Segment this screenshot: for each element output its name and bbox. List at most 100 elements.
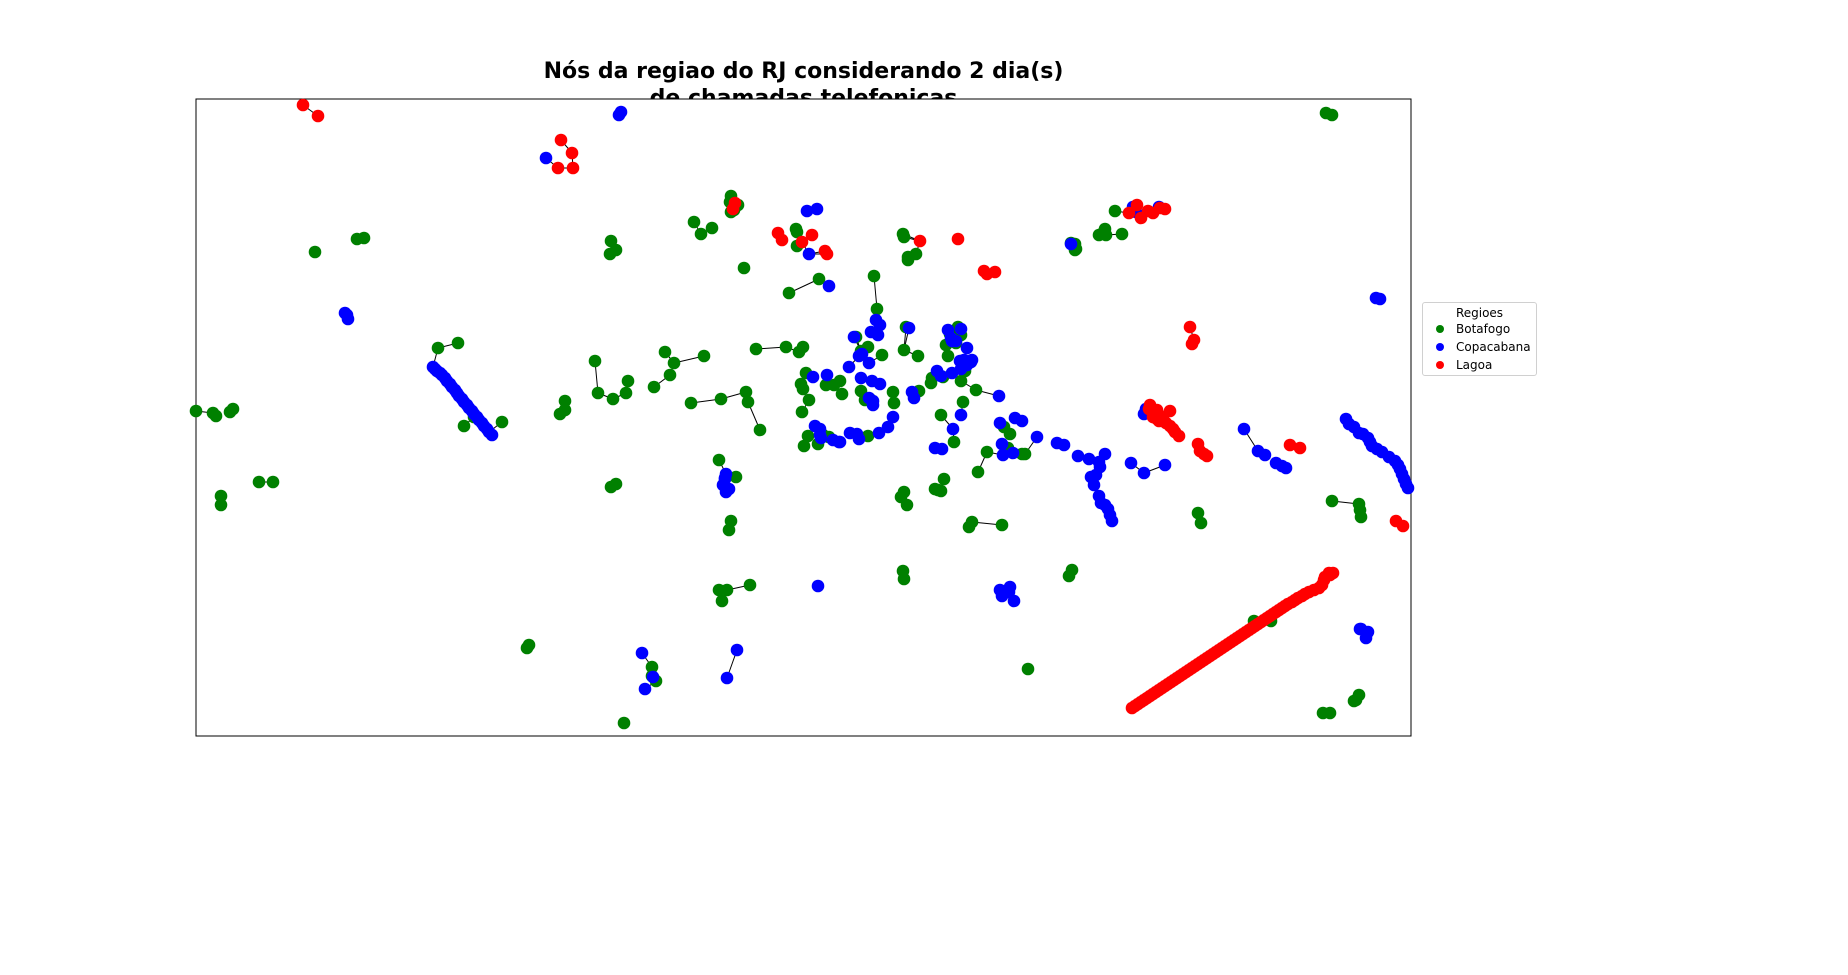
node-botafogo xyxy=(1347,694,1361,708)
node-botafogo xyxy=(1018,447,1032,461)
node-copacabana xyxy=(1030,430,1044,444)
node-copacabana xyxy=(852,432,866,446)
node-botafogo xyxy=(897,485,911,499)
node-botafogo xyxy=(729,470,743,484)
node-copacabana xyxy=(341,312,355,326)
node-lagoa xyxy=(1142,402,1156,416)
node-lagoa xyxy=(1283,438,1297,452)
node-botafogo xyxy=(619,386,633,400)
node-lagoa xyxy=(1130,198,1144,212)
node-botafogo xyxy=(971,465,985,479)
node-botafogo xyxy=(956,395,970,409)
node-botafogo xyxy=(779,340,793,354)
node-copacabana xyxy=(881,420,895,434)
node-copacabana xyxy=(1105,514,1119,528)
node-botafogo xyxy=(743,578,757,592)
node-botafogo xyxy=(801,429,815,443)
node-copacabana xyxy=(814,431,828,445)
node-copacabana xyxy=(646,670,660,684)
node-copacabana xyxy=(992,389,1006,403)
node-botafogo xyxy=(645,660,659,674)
node-botafogo xyxy=(753,423,767,437)
node-copacabana xyxy=(854,371,868,385)
node-lagoa xyxy=(296,98,310,112)
node-botafogo xyxy=(867,269,881,283)
node-botafogo xyxy=(886,385,900,399)
node-botafogo xyxy=(357,231,371,245)
legend-item-botafogo: Botafogo xyxy=(1423,320,1536,338)
node-botafogo xyxy=(621,374,635,388)
node-botafogo xyxy=(802,393,816,407)
node-copacabana xyxy=(954,322,968,336)
node-botafogo xyxy=(792,345,806,359)
node-botafogo xyxy=(947,435,961,449)
node-lagoa xyxy=(726,202,740,216)
node-copacabana xyxy=(1087,478,1101,492)
node-botafogo xyxy=(226,402,240,416)
node-lagoa xyxy=(1125,701,1139,715)
node-copacabana xyxy=(1015,414,1029,428)
node-botafogo xyxy=(909,247,923,261)
legend-marker-botafogo xyxy=(1436,325,1444,333)
node-copacabana xyxy=(1006,446,1020,460)
node-botafogo xyxy=(954,374,968,388)
node-copacabana xyxy=(822,279,836,293)
node-copacabana xyxy=(719,485,733,499)
node-botafogo xyxy=(995,518,1009,532)
node-copacabana xyxy=(1279,461,1293,475)
node-copacabana xyxy=(635,646,649,660)
node-lagoa xyxy=(1183,320,1197,334)
node-lagoa xyxy=(951,232,965,246)
node-botafogo xyxy=(789,222,803,236)
node-botafogo xyxy=(897,230,911,244)
node-botafogo xyxy=(835,387,849,401)
chart-title-line1: Nós da regiao do RJ considerando 2 dia(s… xyxy=(543,59,1064,84)
legend: Regioes Botafogo Copacabana Lagoa xyxy=(1422,302,1537,376)
node-copacabana xyxy=(907,391,921,405)
node-copacabana xyxy=(1002,585,1016,599)
node-lagoa xyxy=(1293,441,1307,455)
node-botafogo xyxy=(1325,494,1339,508)
node-lagoa xyxy=(1187,333,1201,347)
node-copacabana xyxy=(730,643,744,657)
node-lagoa xyxy=(1172,429,1186,443)
node-lagoa xyxy=(1146,206,1160,220)
node-botafogo xyxy=(694,227,708,241)
node-copacabana xyxy=(873,377,887,391)
node-copacabana xyxy=(965,353,979,367)
node-botafogo xyxy=(606,392,620,406)
node-botafogo xyxy=(714,392,728,406)
node-copacabana xyxy=(612,108,626,122)
node-copacabana xyxy=(1353,622,1367,636)
node-botafogo xyxy=(684,396,698,410)
node-botafogo xyxy=(558,403,572,417)
node-botafogo xyxy=(522,638,536,652)
node-copacabana xyxy=(995,437,1009,451)
node-botafogo xyxy=(796,382,810,396)
legend-item-lagoa: Lagoa xyxy=(1423,356,1536,374)
node-copacabana xyxy=(1124,456,1138,470)
node-botafogo xyxy=(705,221,719,235)
node-copacabana xyxy=(935,442,949,456)
node-botafogo xyxy=(697,349,711,363)
node-copacabana xyxy=(954,408,968,422)
node-botafogo xyxy=(795,405,809,419)
node-copacabana xyxy=(833,435,847,449)
node-lagoa xyxy=(1396,519,1410,533)
legend-marker-lagoa xyxy=(1436,361,1444,369)
node-botafogo xyxy=(875,348,889,362)
legend-label-copacabana: Copacabana xyxy=(1456,340,1531,354)
node-botafogo xyxy=(715,594,729,608)
node-copacabana xyxy=(1401,481,1415,495)
node-botafogo xyxy=(1352,497,1366,511)
node-lagoa xyxy=(566,161,580,175)
node-botafogo xyxy=(1115,227,1129,241)
node-botafogo xyxy=(591,386,605,400)
node-copacabana xyxy=(1237,422,1251,436)
node-botafogo xyxy=(911,349,925,363)
node-botafogo xyxy=(1021,662,1035,676)
node-copacabana xyxy=(802,247,816,261)
node-botafogo xyxy=(1194,516,1208,530)
node-lagoa xyxy=(795,235,809,249)
node-botafogo xyxy=(934,408,948,422)
